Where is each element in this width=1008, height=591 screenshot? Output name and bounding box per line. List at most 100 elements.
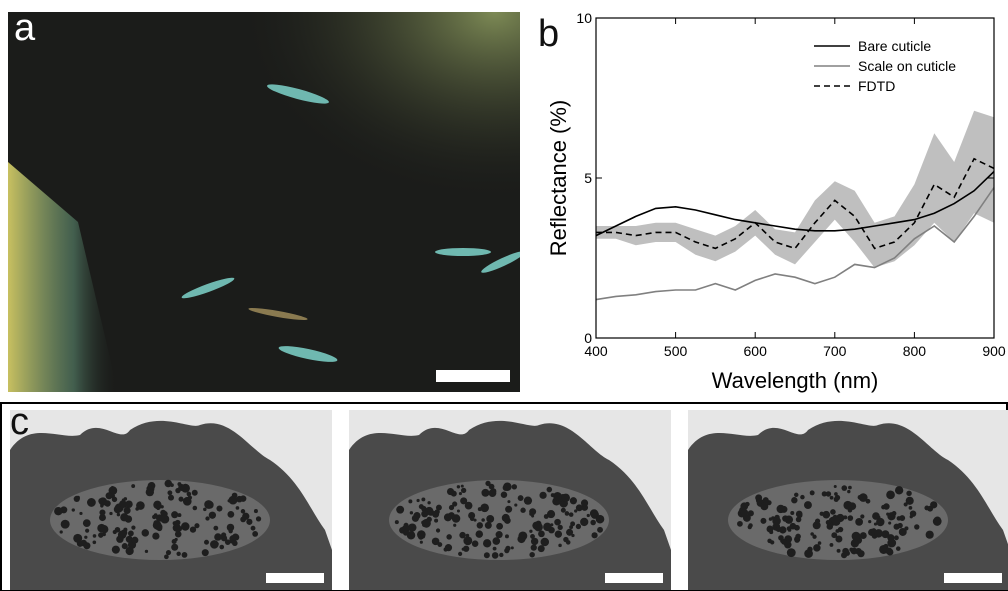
- image-scales: [8, 162, 118, 392]
- sem-pore: [178, 496, 184, 502]
- sem-pore: [529, 552, 535, 558]
- sem-pore: [899, 515, 906, 522]
- sem-pore: [73, 495, 80, 502]
- sem-pore: [485, 480, 491, 487]
- sem-image: [349, 410, 671, 590]
- sem-pore: [836, 548, 841, 553]
- sem-pore: [546, 510, 556, 519]
- sem-pore: [205, 516, 210, 521]
- sem-pore: [760, 502, 769, 511]
- sem-pore: [171, 511, 179, 519]
- sem-pore: [570, 521, 576, 527]
- sem-pore: [174, 519, 181, 526]
- sem-pore: [113, 505, 122, 514]
- sem-pore: [477, 507, 482, 512]
- sem-pore: [909, 510, 917, 517]
- sem-pore: [60, 519, 70, 529]
- sem-pore: [574, 509, 578, 513]
- sem-pore: [597, 526, 603, 533]
- sem-pore: [804, 549, 813, 558]
- sem-pore: [819, 511, 824, 516]
- sem-porous-region: [389, 480, 609, 560]
- sem-pore: [210, 540, 219, 549]
- series-line: [595, 171, 995, 237]
- sem-pore: [825, 491, 832, 497]
- sem-pore: [417, 530, 426, 539]
- y-axis-label: Reflectance (%): [546, 100, 571, 257]
- sem-pore: [847, 489, 851, 494]
- sem-pore: [219, 544, 225, 550]
- sem-pore: [144, 549, 149, 554]
- sem-pore: [460, 484, 464, 488]
- sem-pore: [214, 533, 222, 541]
- sem-pore: [591, 532, 598, 539]
- x-tick-label: 400: [584, 343, 608, 359]
- panel-label: c: [10, 402, 29, 443]
- sem-pore: [186, 491, 192, 497]
- sem-pore: [123, 527, 128, 532]
- sem-pore: [123, 506, 131, 515]
- sem-pore: [432, 510, 440, 518]
- sem-pore: [800, 494, 805, 500]
- sem-pore: [868, 519, 872, 524]
- sem-pore: [131, 525, 136, 530]
- sem-pore: [87, 498, 96, 507]
- sem-pore: [446, 534, 452, 540]
- sem-pore: [456, 485, 461, 489]
- sem-pore: [760, 517, 767, 524]
- sem-pore: [740, 509, 749, 517]
- sem-pore: [255, 516, 262, 522]
- sem-pore: [83, 542, 91, 550]
- sem-pore: [460, 487, 467, 494]
- sem-pore: [476, 522, 484, 529]
- sem-pore: [894, 486, 904, 495]
- sem-pore: [408, 499, 413, 504]
- sem-pore: [421, 518, 431, 528]
- sem-pore: [790, 511, 795, 516]
- sem-pore: [795, 510, 803, 518]
- series-line: [596, 157, 995, 250]
- legend-label: FDTD: [858, 78, 895, 94]
- sem-pore: [885, 547, 893, 555]
- sem-pore: [456, 509, 460, 513]
- sem-pore: [501, 513, 510, 522]
- sem-pore: [250, 525, 256, 531]
- sem-pore: [847, 515, 854, 521]
- sem-pore: [488, 483, 495, 490]
- sem-pore: [831, 517, 841, 526]
- sem-pore: [529, 529, 533, 533]
- sem-pore: [575, 504, 583, 512]
- chart: b 400 500 600 700 800 900 0 5 10 Wavelength (nm) R…: [538, 10, 1006, 393]
- sem-pore: [403, 522, 409, 528]
- sem-pore: [481, 518, 485, 522]
- sem-pore: [762, 497, 769, 504]
- sem-pore: [504, 534, 509, 539]
- sem-pore: [396, 505, 405, 514]
- scales: [181, 84, 520, 362]
- sem-pore: [484, 521, 492, 529]
- sem-pore: [857, 494, 863, 500]
- scale-bar: [944, 573, 1002, 583]
- sem-pore: [540, 537, 550, 547]
- sem-pore: [460, 497, 468, 505]
- sem-pore: [98, 532, 104, 538]
- sem-pore: [116, 535, 124, 543]
- sem-pore: [125, 500, 133, 508]
- sem-pore: [511, 484, 518, 490]
- sem-pore: [240, 516, 247, 523]
- sem-pore: [452, 501, 458, 507]
- scale-bar: [266, 573, 324, 583]
- sem-pore: [888, 521, 892, 525]
- sem-pore: [881, 530, 890, 539]
- sem-pore: [537, 545, 545, 553]
- micrograph: a: [8, 12, 520, 392]
- sem-pore: [121, 543, 128, 550]
- sem-pore: [235, 506, 240, 510]
- sem-pore: [520, 507, 526, 513]
- sem-pore: [831, 532, 838, 539]
- sem-pore: [595, 514, 605, 524]
- sem-pore: [177, 526, 182, 532]
- sem-pore: [895, 546, 901, 551]
- sem-image: [688, 410, 1008, 590]
